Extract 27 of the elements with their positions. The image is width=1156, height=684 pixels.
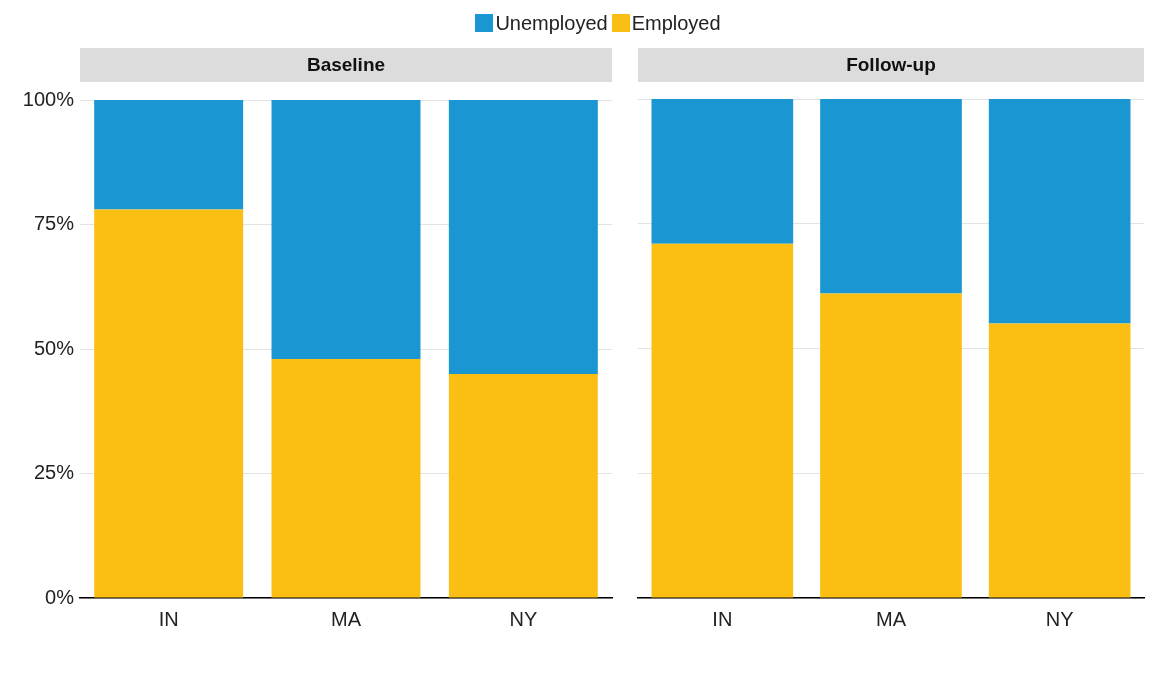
- bar: [820, 99, 962, 294]
- chart-title: Follow-up: [638, 48, 1144, 82]
- chart-title: Baseline: [80, 48, 612, 82]
- y-tick-label: 50%: [33, 336, 75, 359]
- x-tick-label: NY: [1045, 607, 1074, 630]
- bar: [651, 243, 794, 598]
- y-tick-label: 0%: [45, 585, 75, 608]
- bar: [271, 100, 421, 359]
- y-tick-label: 100%: [22, 87, 75, 110]
- bar: [448, 100, 598, 374]
- x-tick-label: IN: [158, 607, 179, 630]
- legend-label: Employed: [631, 11, 721, 35]
- bar: [820, 293, 962, 598]
- x-tick-label: MA: [331, 607, 362, 630]
- bar: [271, 358, 421, 598]
- bar: [448, 373, 598, 598]
- bar: [651, 99, 794, 244]
- bar: [94, 209, 244, 598]
- bar: [988, 323, 1131, 598]
- x-tick-label: IN: [712, 607, 733, 630]
- bar: [94, 100, 244, 210]
- x-tick-label: NY: [509, 607, 538, 630]
- bar: [988, 99, 1131, 324]
- legend-label: Unemployed: [495, 11, 608, 35]
- y-tick-label: 25%: [33, 461, 75, 484]
- x-tick-label: MA: [876, 607, 907, 630]
- y-tick-label: 75%: [33, 212, 75, 235]
